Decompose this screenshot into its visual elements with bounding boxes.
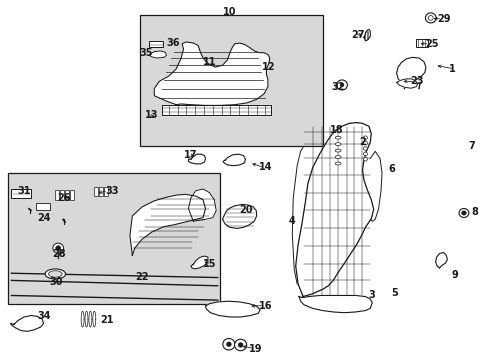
Polygon shape [363,30,369,41]
Polygon shape [188,189,216,221]
Bar [8,173,220,304]
Text: 22: 22 [135,272,148,282]
Text: 3: 3 [368,290,375,300]
Ellipse shape [334,149,340,152]
Polygon shape [149,51,166,58]
Polygon shape [396,79,417,88]
Text: 7: 7 [468,141,474,151]
Polygon shape [435,252,447,268]
Text: 10: 10 [222,7,236,17]
Text: 25: 25 [424,39,438,49]
Ellipse shape [238,343,243,347]
Bar [36,203,50,211]
Text: 32: 32 [330,82,344,92]
Text: 13: 13 [144,111,158,121]
Polygon shape [295,123,373,297]
Bar [140,15,322,146]
Text: 1: 1 [448,64,455,74]
Ellipse shape [223,338,235,350]
Text: 9: 9 [451,270,458,280]
Ellipse shape [363,136,366,139]
Ellipse shape [53,243,63,253]
Bar [149,41,163,47]
Bar [65,190,69,200]
Text: 20: 20 [239,206,253,216]
Bar [60,190,64,200]
Bar [70,190,74,200]
Ellipse shape [363,157,366,161]
Text: 33: 33 [105,186,119,196]
Ellipse shape [458,208,468,217]
Polygon shape [205,301,260,317]
Bar [55,190,59,200]
Ellipse shape [226,342,231,347]
Text: 6: 6 [387,164,394,174]
Polygon shape [188,154,205,164]
Text: 8: 8 [470,207,477,217]
Ellipse shape [234,339,246,351]
Text: 4: 4 [288,216,295,226]
Polygon shape [154,42,269,105]
Ellipse shape [334,162,340,165]
Text: 5: 5 [390,288,397,298]
Ellipse shape [363,152,366,156]
Text: 12: 12 [261,62,275,72]
Ellipse shape [336,80,346,90]
Bar [104,187,108,196]
Ellipse shape [334,136,340,139]
Ellipse shape [427,15,432,20]
Ellipse shape [334,143,340,145]
Text: 19: 19 [249,343,263,354]
Text: 24: 24 [37,213,51,222]
Text: 21: 21 [101,315,114,325]
Bar [94,187,98,196]
Text: 26: 26 [57,193,70,203]
Text: 18: 18 [329,125,343,135]
Text: 30: 30 [49,277,63,287]
Ellipse shape [339,83,343,87]
Ellipse shape [48,271,62,277]
Polygon shape [10,316,43,331]
Text: 29: 29 [436,14,449,24]
Text: 35: 35 [140,48,153,58]
Polygon shape [369,151,381,221]
Bar [11,189,31,198]
Text: 31: 31 [18,186,31,196]
Ellipse shape [425,13,435,23]
Ellipse shape [56,246,61,251]
Polygon shape [299,296,371,313]
Ellipse shape [461,211,466,215]
Polygon shape [161,105,271,116]
Bar [415,40,427,47]
Ellipse shape [363,141,366,145]
Polygon shape [223,154,245,166]
Text: 14: 14 [259,162,272,172]
Text: 27: 27 [350,30,364,40]
Text: 16: 16 [259,301,272,311]
Ellipse shape [363,147,366,150]
Text: 34: 34 [37,311,51,321]
Text: 11: 11 [203,57,216,67]
Bar [99,187,103,196]
Text: 36: 36 [166,38,180,48]
Text: 15: 15 [203,259,216,269]
Ellipse shape [334,156,340,158]
Polygon shape [222,204,256,228]
Text: 17: 17 [183,150,197,160]
Polygon shape [396,57,425,82]
Ellipse shape [45,269,65,279]
Polygon shape [190,256,207,269]
Polygon shape [130,194,205,255]
Text: 2: 2 [358,138,365,147]
Text: 23: 23 [409,76,423,86]
Text: 28: 28 [52,248,65,258]
